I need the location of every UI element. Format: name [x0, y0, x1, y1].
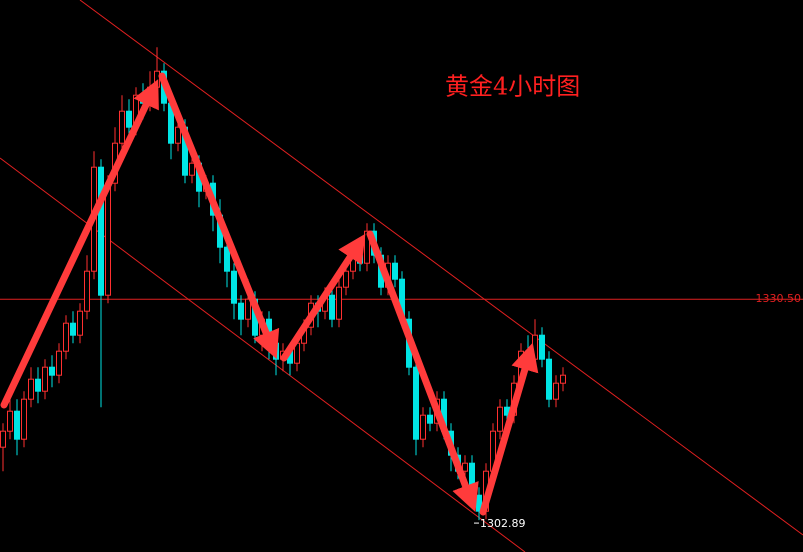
- candle-body: [189, 162, 195, 176]
- arrow: [366, 230, 479, 513]
- arrows: [0, 72, 539, 516]
- candle-body: [546, 358, 552, 400]
- trend-line: [79, 0, 803, 536]
- candle-body: [357, 254, 363, 264]
- reference-label: 1330.50: [756, 292, 802, 305]
- candle-body: [175, 126, 181, 144]
- candle-body: [0, 430, 6, 448]
- low-marker-label: 1302.89: [480, 517, 526, 530]
- candle-body: [560, 374, 566, 384]
- candle-body: [553, 382, 559, 400]
- candle-body: [231, 270, 237, 304]
- candle-body: [63, 322, 69, 352]
- candle-body: [539, 334, 545, 360]
- candle-body: [462, 462, 468, 472]
- candle-body: [238, 302, 244, 320]
- candle-body: [427, 414, 433, 424]
- candle-body: [532, 334, 538, 360]
- arrow: [0, 79, 159, 409]
- candle-body: [14, 410, 20, 440]
- candle-body: [84, 270, 90, 312]
- candle-body: [42, 366, 48, 392]
- candle-body: [336, 286, 342, 320]
- candle-body: [28, 378, 34, 400]
- candle-body: [35, 378, 41, 392]
- candle-body: [413, 366, 419, 440]
- candle-body: [224, 246, 230, 272]
- candle-body: [77, 310, 83, 336]
- candle-body: [245, 298, 251, 320]
- candle-body: [420, 414, 426, 440]
- candle-body: [105, 182, 111, 296]
- candle-body: [56, 350, 62, 376]
- arrow: [280, 233, 366, 362]
- candle-body: [21, 398, 27, 440]
- arrow: [479, 342, 539, 516]
- candle-body: [497, 406, 503, 432]
- candle-body: [49, 366, 55, 376]
- arrow: [158, 72, 280, 360]
- candle-body: [119, 110, 125, 144]
- candle-body: [126, 110, 132, 128]
- chart-title: 黄金4小时图: [445, 73, 580, 101]
- candle-body: [7, 410, 13, 432]
- candle-body: [70, 322, 76, 336]
- candle-body: [392, 262, 398, 280]
- candle-body: [329, 294, 335, 320]
- candle-body: [343, 270, 349, 288]
- candle-body: [98, 166, 104, 296]
